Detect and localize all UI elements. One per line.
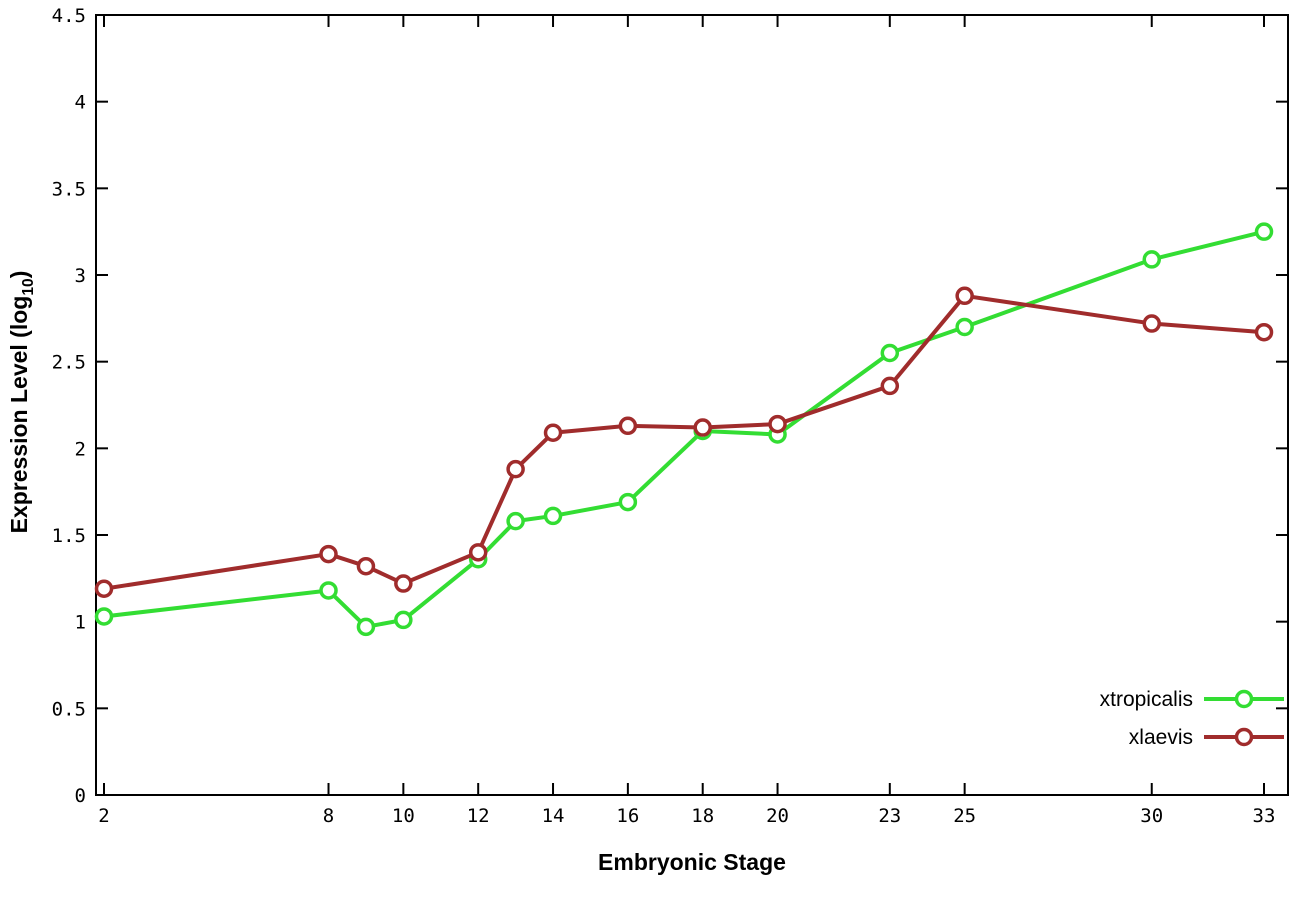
y-axis-title-text: Expression Level (log	[6, 295, 33, 534]
data-point-xtropicalis	[543, 506, 563, 526]
x-tick-label: 23	[878, 805, 901, 827]
data-point-xtropicalis	[394, 610, 413, 630]
data-point-xlaevis	[1142, 314, 1161, 333]
x-tick-label: 14	[542, 805, 565, 827]
data-point-xtropicalis	[618, 492, 638, 512]
data-point-xlaevis	[955, 286, 974, 306]
data-point-xlaevis	[693, 418, 712, 437]
data-point-xlaevis	[506, 459, 525, 479]
plot-border	[95, 14, 1289, 796]
x-axis-title: Embryonic Stage	[598, 849, 786, 875]
y-axis-title: Expression Level (log10)	[6, 271, 38, 534]
y-tick-label: 3.5	[52, 178, 86, 200]
y-tick-label: 0.5	[52, 698, 86, 720]
x-tick-label: 18	[691, 805, 714, 827]
y-tick-label: 0	[75, 785, 86, 807]
data-point-xtropicalis	[1142, 250, 1161, 269]
y-tick-label: 2	[75, 438, 86, 460]
x-tick-label: 10	[392, 805, 415, 827]
x-tick-label: 16	[616, 805, 639, 827]
data-point-xtropicalis	[955, 317, 974, 337]
data-point-xtropicalis	[356, 617, 376, 637]
data-point-xlaevis	[618, 416, 638, 436]
x-tick-label: 33	[1253, 805, 1276, 827]
series-line-xlaevis	[102, 293, 1266, 591]
x-tick-label: 8	[323, 805, 334, 827]
x-tick-label: 20	[766, 805, 789, 827]
y-tick-label: 2.5	[52, 352, 86, 374]
data-point-xlaevis	[543, 423, 563, 442]
y-axis-title-close: )	[6, 270, 33, 279]
data-point-xlaevis	[319, 544, 338, 564]
data-point-xtropicalis	[880, 343, 900, 363]
x-tick-label: 25	[953, 805, 976, 827]
series-line-xtropicalis	[102, 229, 1266, 629]
data-point-xlaevis	[394, 574, 413, 593]
legend-marker-xlaevis	[1234, 727, 1254, 747]
data-point-xlaevis	[880, 376, 900, 396]
x-tick-label: 30	[1140, 805, 1163, 827]
data-point-xlaevis	[768, 414, 787, 434]
legend-label-xtropicalis: xtropicalis	[1100, 688, 1193, 711]
data-point-xlaevis	[1254, 322, 1274, 342]
data-point-xlaevis	[468, 543, 488, 562]
data-point-xtropicalis	[1254, 222, 1274, 241]
data-point-xlaevis	[94, 579, 114, 598]
y-tick-label: 4.5	[52, 5, 86, 27]
y-tick-label: 4	[75, 92, 86, 114]
y-axis-title-subscript: 10	[19, 278, 37, 296]
data-point-xtropicalis	[94, 607, 114, 626]
x-tick-label: 2	[98, 805, 109, 827]
data-point-xtropicalis	[319, 581, 338, 600]
legend-marker-xtropicalis	[1234, 689, 1254, 709]
data-point-xtropicalis	[506, 511, 525, 531]
legend-label-xlaevis: xlaevis	[1129, 726, 1193, 749]
x-tick-label: 12	[467, 805, 490, 827]
data-point-xlaevis	[356, 556, 376, 576]
y-tick-label: 3	[75, 265, 86, 287]
y-tick-label: 1	[75, 612, 86, 634]
y-tick-label: 1.5	[52, 525, 86, 547]
